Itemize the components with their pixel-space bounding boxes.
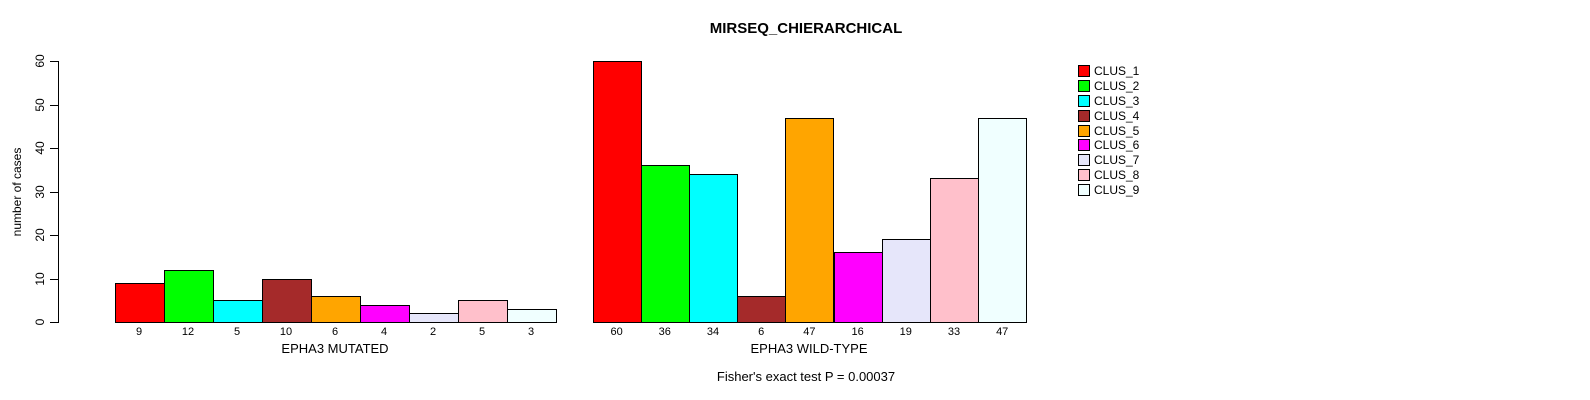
legend-item-clus-9: CLUS_9 bbox=[1078, 182, 1139, 197]
y-axis-tick-label: 20 bbox=[33, 228, 47, 242]
y-axis-tick-label: 10 bbox=[33, 271, 47, 286]
x-axis-group-label-mutated: EPHA3 MUTATED bbox=[281, 341, 389, 356]
bar-mutated-clus-5 bbox=[310, 295, 361, 323]
bar-value-label-mutated-clus-8: 5 bbox=[478, 326, 486, 338]
legend-swatch-icon bbox=[1078, 154, 1090, 167]
legend-swatch-icon bbox=[1078, 124, 1090, 137]
bar-value-label-mutated-clus-7: 2 bbox=[429, 326, 437, 338]
bar-wild-type-clus-9 bbox=[978, 117, 1028, 323]
bar-mutated-clus-2 bbox=[163, 269, 214, 323]
bar-wild-type-clus-3 bbox=[688, 174, 739, 323]
legend: CLUS_1 CLUS_2 CLUS_3 CLUS_4 CLUS_5 CLUS_6 CLUS… bbox=[1078, 64, 1139, 197]
bar-mutated-clus-9 bbox=[506, 308, 557, 323]
bar-mutated-clus-8 bbox=[457, 300, 508, 323]
y-axis-tick bbox=[50, 235, 59, 236]
y-axis-tick bbox=[50, 61, 59, 62]
legend-swatch-icon bbox=[1078, 139, 1090, 152]
bar-value-label-wild-type-clus-2: 36 bbox=[658, 326, 671, 338]
bar-mutated-clus-1 bbox=[114, 282, 165, 323]
bar-value-label-mutated-clus-2: 12 bbox=[181, 326, 195, 338]
bar-wild-type-clus-7 bbox=[881, 239, 931, 323]
legend-item-clus-4: CLUS_4 bbox=[1078, 108, 1139, 123]
bar-mutated-clus-3 bbox=[212, 300, 263, 323]
bar-value-label-wild-type-clus-7: 19 bbox=[899, 326, 912, 338]
bar-value-label-mutated-clus-1: 9 bbox=[135, 326, 143, 338]
bar-value-label-mutated-clus-6: 4 bbox=[380, 326, 388, 338]
bar-value-label-wild-type-clus-6: 16 bbox=[851, 326, 864, 338]
bar-value-label-wild-type-clus-9: 47 bbox=[996, 326, 1009, 338]
y-axis-tick-label: 60 bbox=[33, 54, 47, 68]
fisher-test-annotation: Fisher's exact test P = 0.00037 bbox=[716, 369, 896, 384]
y-axis-tick bbox=[50, 322, 59, 323]
legend-item-clus-7: CLUS_7 bbox=[1078, 153, 1139, 168]
bar-value-label-wild-type-clus-3: 34 bbox=[706, 326, 720, 338]
legend-label: CLUS_3 bbox=[1094, 93, 1140, 108]
bar-value-label-mutated-clus-9: 3 bbox=[527, 326, 535, 338]
legend-label: CLUS_6 bbox=[1094, 138, 1140, 153]
bar-value-label-mutated-clus-4: 10 bbox=[279, 326, 293, 338]
bar-value-label-mutated-clus-3: 5 bbox=[233, 326, 241, 338]
legend-label: CLUS_7 bbox=[1094, 153, 1140, 168]
y-axis-tick bbox=[50, 191, 59, 193]
bar-mutated-clus-7 bbox=[408, 313, 459, 323]
bar-mutated-clus-6 bbox=[359, 304, 410, 323]
legend-label: CLUS_2 bbox=[1094, 79, 1140, 94]
bar-wild-type-clus-6 bbox=[833, 252, 883, 323]
y-axis-tick-label: 50 bbox=[33, 97, 47, 112]
legend-label: CLUS_4 bbox=[1094, 108, 1140, 123]
y-axis-tick bbox=[50, 148, 59, 149]
y-axis-tick bbox=[50, 278, 59, 280]
bar-value-label-mutated-clus-5: 6 bbox=[331, 326, 339, 338]
legend-item-clus-3: CLUS_3 bbox=[1078, 94, 1139, 109]
y-axis-tick-label: 30 bbox=[33, 184, 47, 199]
legend-item-clus-6: CLUS_6 bbox=[1078, 138, 1139, 153]
legend-swatch-icon bbox=[1078, 80, 1090, 93]
y-axis-title: number of cases bbox=[10, 147, 24, 237]
legend-item-clus-8: CLUS_8 bbox=[1078, 168, 1139, 183]
legend-swatch-icon bbox=[1078, 94, 1090, 107]
y-axis-tick-label: 0 bbox=[33, 318, 47, 326]
legend-label: CLUS_5 bbox=[1094, 123, 1140, 138]
legend-item-clus-1: CLUS_1 bbox=[1078, 64, 1139, 79]
bar-wild-type-clus-4 bbox=[737, 295, 787, 323]
legend-swatch-icon bbox=[1078, 65, 1090, 78]
legend-swatch-icon bbox=[1078, 168, 1090, 181]
bar-wild-type-clus-2 bbox=[640, 165, 690, 323]
y-axis-tick bbox=[50, 104, 59, 106]
y-axis-tick-label: 40 bbox=[33, 141, 47, 155]
legend-swatch-icon bbox=[1078, 109, 1090, 122]
legend-label: CLUS_9 bbox=[1094, 182, 1140, 197]
legend-label: CLUS_8 bbox=[1094, 167, 1140, 182]
chart-title: MIRSEQ_CHIERARCHICAL bbox=[709, 20, 903, 37]
bar-wild-type-clus-5 bbox=[785, 117, 835, 323]
bar-mutated-clus-4 bbox=[261, 278, 312, 323]
bar-value-label-wild-type-clus-5: 47 bbox=[803, 326, 816, 338]
legend-label: CLUS_1 bbox=[1094, 64, 1140, 79]
legend-item-clus-5: CLUS_5 bbox=[1078, 123, 1139, 138]
bar-value-label-wild-type-clus-1: 60 bbox=[610, 326, 623, 338]
legend-swatch-icon bbox=[1078, 183, 1090, 196]
bar-wild-type-clus-1 bbox=[592, 61, 642, 323]
bar-wild-type-clus-8 bbox=[929, 178, 980, 323]
bar-value-label-wild-type-clus-4: 6 bbox=[758, 326, 765, 338]
legend-item-clus-2: CLUS_2 bbox=[1078, 79, 1139, 94]
bar-value-label-wild-type-clus-8: 33 bbox=[947, 326, 961, 338]
x-axis-group-label-wild-type: EPHA3 WILD-TYPE bbox=[750, 341, 868, 356]
